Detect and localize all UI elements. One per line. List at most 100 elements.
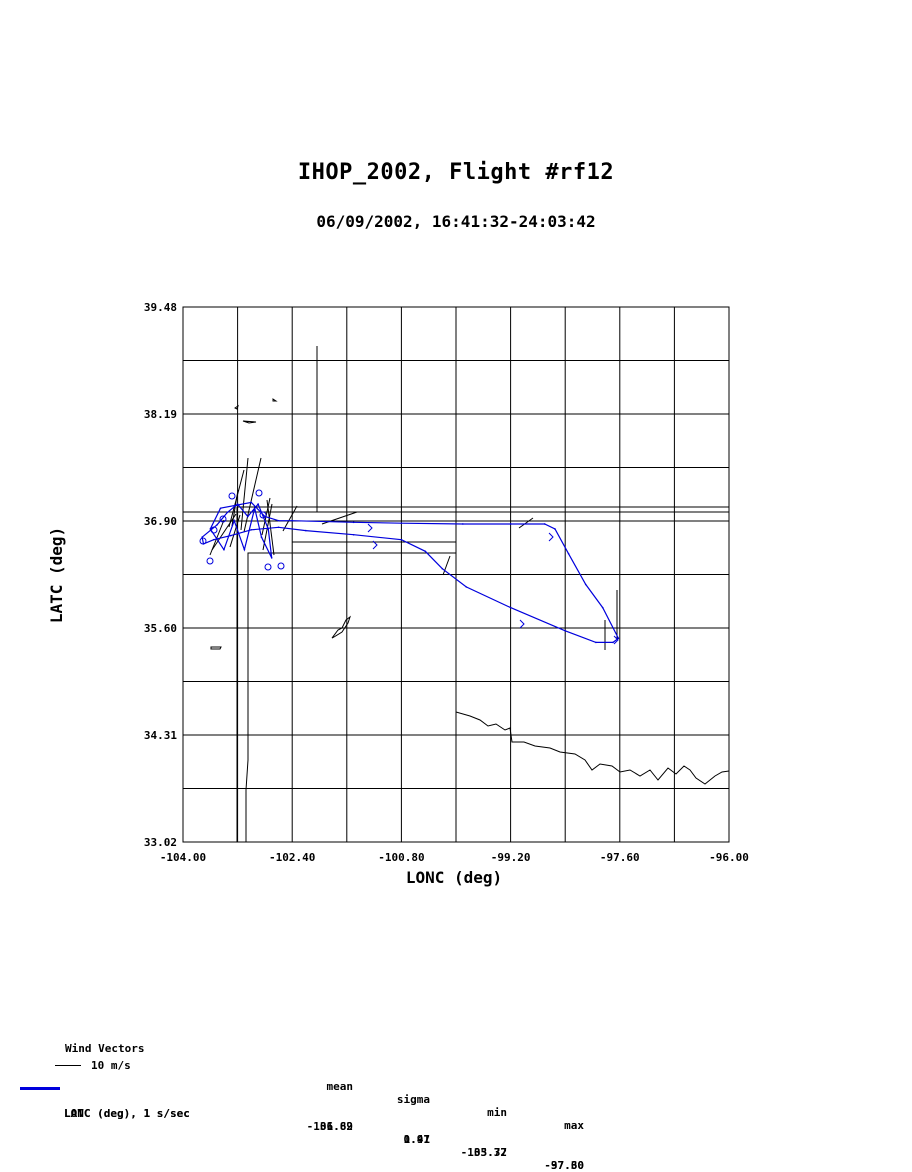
stats-header: mean sigma min max	[0, 1067, 912, 1132]
track-point	[236, 503, 239, 505]
wind-vector	[442, 555, 451, 576]
map-outline	[455, 553, 730, 785]
wind-legend-key-line	[55, 1065, 81, 1066]
track-loop	[255, 489, 263, 497]
track-arrow	[367, 523, 373, 533]
wind-vector	[240, 457, 249, 531]
chart-subtitle: 06/09/2002, 16:41:32-24:03:42	[316, 212, 596, 231]
stats-row-lonc: LONC (deg), 1 s/sec -101.89 1.91 -103.77…	[0, 1094, 912, 1172]
chart-title: IHOP_2002, Flight #rf12	[297, 160, 615, 185]
track-point	[441, 567, 444, 570]
track-point	[243, 548, 246, 551]
track-point	[509, 606, 512, 609]
track-point	[400, 522, 403, 524]
track-point	[216, 524, 218, 526]
flight-track-plot: -104.00 -102.40 -100.80 -99.20 -97.60 -96.00 …	[47, 301, 749, 887]
track-point	[267, 528, 270, 530]
track-point	[291, 519, 294, 522]
stats-row-latc: LATC (deg), 1 s/sec 36.62 0.47 35.32 37.…	[0, 1081, 912, 1172]
x-tick-label: -96.00	[709, 851, 749, 864]
x-tick-label: -100.80	[378, 851, 424, 864]
track-point	[212, 538, 215, 541]
stats-col-mean: mean	[326, 1080, 354, 1093]
track-point	[465, 586, 468, 588]
wind-vector	[282, 505, 298, 532]
track-point	[257, 503, 259, 505]
track-arrow	[548, 532, 554, 542]
track-loop	[206, 557, 214, 565]
basemap-lines	[183, 346, 730, 842]
y-axis-label: LATC (deg)	[47, 527, 66, 623]
track-loop	[264, 563, 272, 571]
track-point	[543, 523, 546, 525]
track-point	[462, 523, 464, 525]
y-tick-label: 33.02	[144, 836, 177, 849]
wind-vector	[518, 517, 534, 529]
track-point	[277, 526, 280, 529]
track-point	[352, 521, 355, 524]
track-point	[612, 641, 614, 644]
track-point	[250, 501, 253, 504]
wind-legend-heading: Wind Vectors	[65, 1042, 145, 1055]
map-outline	[292, 541, 457, 553]
track-loop	[259, 511, 267, 519]
track-point	[250, 528, 253, 531]
stats-row-label: LONC (deg), 1 s/sec	[64, 1107, 190, 1120]
wind-legend-key: 10 m/s	[91, 1059, 131, 1072]
map-outline	[331, 615, 351, 639]
track-point	[564, 630, 566, 632]
track-point	[567, 552, 570, 555]
flight-track	[199, 489, 620, 645]
track-point	[305, 529, 307, 532]
map-outline	[210, 646, 222, 650]
track-point	[352, 533, 355, 536]
track-point	[595, 641, 597, 644]
y-tick-label: 38.19	[144, 408, 177, 421]
track-point	[233, 519, 235, 522]
wind-vector	[209, 519, 225, 556]
map-outline	[245, 560, 249, 842]
track-point	[424, 550, 427, 553]
track-arrow	[372, 540, 378, 550]
track-arrow	[519, 619, 525, 629]
track-point	[617, 637, 620, 640]
latc-series-swatch	[20, 1087, 60, 1090]
track-point	[219, 507, 222, 510]
wind-vector	[211, 513, 237, 551]
stats-col-sigma: sigma	[396, 1093, 430, 1106]
track-point	[584, 583, 587, 586]
x-tick-label: -102.40	[269, 851, 315, 864]
wind-vectors	[209, 457, 618, 640]
stats-max: -97.60	[544, 1159, 584, 1172]
track-point	[223, 548, 225, 551]
track-point	[253, 507, 256, 510]
track-point	[247, 515, 249, 518]
stats-mean: -101.89	[306, 1120, 353, 1133]
track-point	[229, 534, 232, 537]
track-point	[270, 557, 273, 559]
track-point	[260, 536, 263, 539]
track-loop	[199, 537, 207, 545]
y-tick-label: 35.60	[144, 622, 177, 635]
track-arrow	[613, 635, 619, 645]
x-tick-label: -97.60	[600, 851, 640, 864]
track-point	[400, 538, 403, 541]
x-axis-label: LONC (deg)	[406, 868, 502, 887]
track-loop	[219, 515, 227, 523]
track-loop	[210, 526, 218, 534]
track-point	[509, 523, 512, 525]
y-tick-labels: 33.02 34.31 35.60 36.90 38.19 39.48	[144, 301, 177, 849]
wind-vector	[243, 457, 262, 533]
x-tick-label: -99.20	[491, 851, 531, 864]
stats-col-max: max	[564, 1119, 584, 1132]
y-tick-label: 39.48	[144, 301, 177, 314]
x-tick-labels: -104.00 -102.40 -100.80 -99.20 -97.60 -96.00	[160, 851, 749, 864]
stats-min: -103.77	[460, 1146, 507, 1159]
map-outline	[272, 398, 278, 402]
wind-vector	[229, 514, 241, 548]
track-point	[601, 606, 604, 609]
track-point	[226, 511, 229, 514]
track-point	[277, 519, 280, 522]
track-point	[554, 528, 556, 530]
wind-vector	[228, 469, 245, 528]
